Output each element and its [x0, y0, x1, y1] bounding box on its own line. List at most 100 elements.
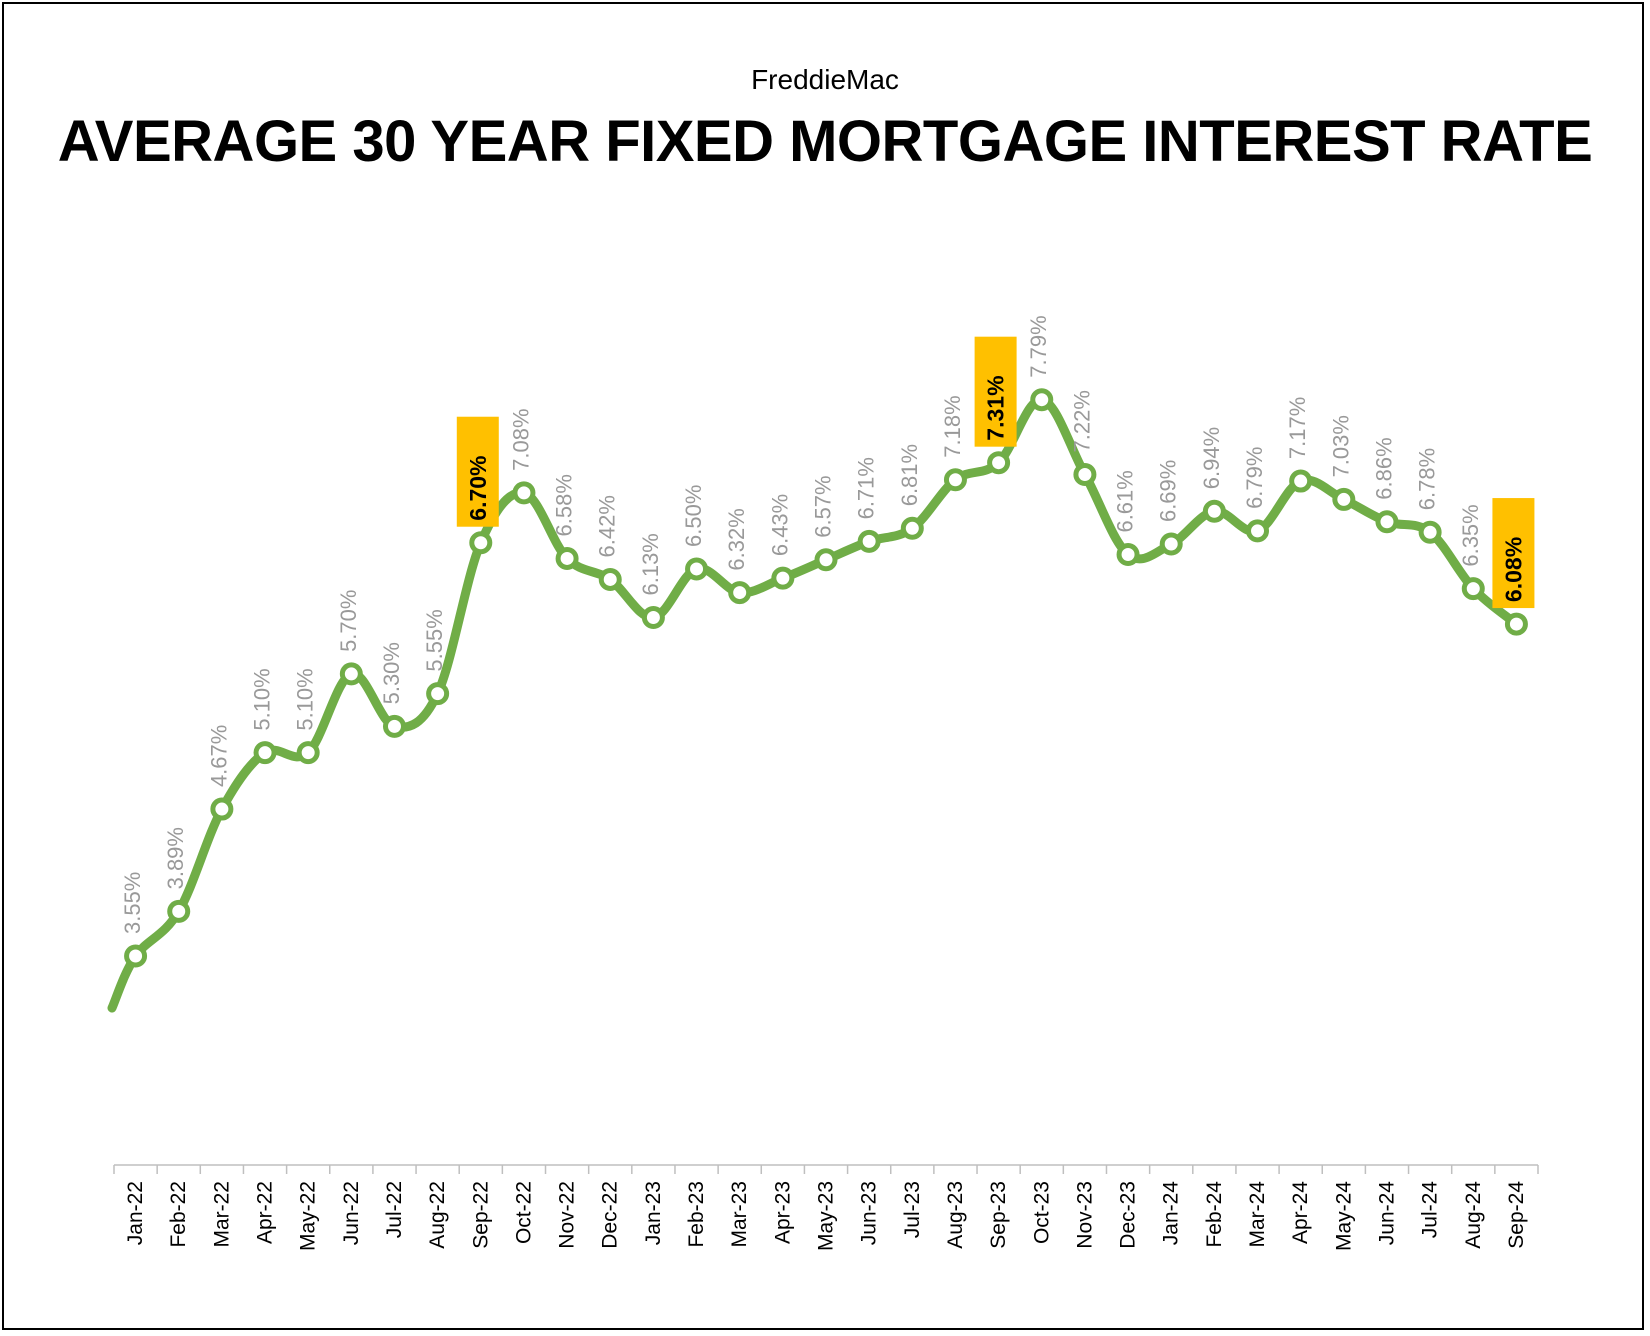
- data-point: [1461, 577, 1485, 601]
- data-point: [1246, 519, 1270, 543]
- data-label: 6.61%: [1113, 470, 1138, 532]
- x-tick-label: Mar-24: [1246, 1181, 1269, 1248]
- x-tick-label: Jul-22: [383, 1181, 406, 1238]
- data-label: 6.78%: [1415, 448, 1440, 510]
- x-tick-label: Jun-24: [1375, 1181, 1398, 1246]
- x-tick-label: Jul-24: [1419, 1181, 1442, 1239]
- data-point: [598, 567, 622, 591]
- data-label: 5.70%: [336, 590, 361, 652]
- data-point: [253, 741, 277, 765]
- x-tick-label: Sep-24: [1505, 1181, 1528, 1249]
- data-label: 7.17%: [1285, 397, 1310, 459]
- data-label: 3.55%: [120, 872, 145, 934]
- data-point: [1332, 487, 1356, 511]
- data-point: [124, 944, 148, 968]
- x-tick-label: Nov-23: [1073, 1181, 1096, 1249]
- data-point: [1289, 469, 1313, 493]
- x-tick-label: Aug-22: [426, 1181, 449, 1249]
- data-label: 7.03%: [1328, 415, 1353, 477]
- data-point: [1159, 532, 1183, 556]
- x-tick-label: Dec-23: [1117, 1181, 1140, 1249]
- x-tick-label: Oct-22: [512, 1181, 535, 1244]
- data-point: [296, 741, 320, 765]
- x-tick-label: Jan-23: [642, 1181, 665, 1245]
- x-tick-label: May-22: [297, 1181, 320, 1251]
- data-label: 6.43%: [767, 494, 792, 556]
- data-label: 6.94%: [1199, 427, 1224, 489]
- data-point: [1504, 612, 1528, 636]
- data-point: [1375, 510, 1399, 534]
- data-point: [900, 516, 924, 540]
- data-point: [1030, 388, 1054, 412]
- x-tick-label: Jan-22: [124, 1181, 147, 1245]
- data-point: [1202, 499, 1226, 523]
- x-tick-label: May-23: [815, 1181, 838, 1251]
- x-tick-label: Sep-23: [987, 1181, 1010, 1249]
- data-label: 6.81%: [897, 444, 922, 506]
- data-label: 7.31%: [983, 375, 1009, 440]
- data-label: 5.30%: [379, 642, 404, 704]
- data-label: 6.08%: [1500, 537, 1526, 602]
- x-tick-label: Mar-22: [210, 1181, 233, 1248]
- data-point: [987, 451, 1011, 475]
- x-tick-label: Apr-24: [1289, 1181, 1312, 1244]
- data-point: [469, 531, 493, 555]
- data-point: [382, 714, 406, 738]
- data-point: [210, 797, 234, 821]
- data-label-highlight: [456, 416, 499, 527]
- data-point: [1116, 543, 1140, 567]
- x-tick-label: Apr-22: [254, 1181, 277, 1244]
- x-tick-label: Nov-22: [556, 1181, 579, 1249]
- data-point: [771, 566, 795, 590]
- data-point: [857, 529, 881, 553]
- x-tick-label: Jul-23: [901, 1181, 924, 1238]
- data-label: 6.69%: [1156, 460, 1181, 522]
- data-point: [1418, 520, 1442, 544]
- data-label: 6.50%: [681, 485, 706, 547]
- chart-title: AVERAGE 30 YEAR FIXED MORTGAGE INTEREST …: [57, 109, 1593, 174]
- data-point: [943, 468, 967, 492]
- data-point: [426, 682, 450, 706]
- data-point: [555, 546, 579, 570]
- data-label: 6.58%: [552, 474, 577, 536]
- x-tick-label: Aug-24: [1462, 1181, 1485, 1249]
- data-label: 6.70%: [465, 456, 491, 521]
- x-tick-label: Jun-22: [340, 1181, 363, 1245]
- data-label: 3.89%: [163, 827, 188, 889]
- data-label: 7.22%: [1069, 390, 1094, 452]
- data-label-highlight: [974, 336, 1017, 447]
- x-tick-label: Jan-24: [1160, 1181, 1183, 1246]
- data-label: 5.10%: [250, 668, 275, 730]
- x-tick-label: Aug-23: [944, 1181, 967, 1249]
- data-point: [641, 606, 665, 630]
- data-label: 6.42%: [595, 495, 620, 557]
- data-point: [1073, 462, 1097, 486]
- data-point: [814, 548, 838, 572]
- x-tick-label: Oct-23: [1030, 1181, 1053, 1244]
- x-tick-label: Sep-22: [469, 1181, 492, 1249]
- data-point: [339, 662, 363, 686]
- data-label: 6.79%: [1242, 447, 1267, 509]
- data-point: [167, 899, 191, 923]
- x-tick-label: Mar-23: [728, 1181, 751, 1248]
- data-label: 5.55%: [422, 609, 447, 671]
- x-tick-label: Jun-23: [858, 1181, 881, 1245]
- data-point: [728, 581, 752, 605]
- data-label-highlight: [1492, 498, 1535, 609]
- x-tick-label: Feb-22: [167, 1181, 190, 1248]
- chart-subtitle: FreddieMac: [751, 64, 899, 95]
- x-tick-label: Feb-23: [685, 1181, 708, 1248]
- data-label: 7.79%: [1026, 315, 1051, 377]
- data-label: 6.35%: [1458, 504, 1483, 566]
- x-tick-label: Apr-23: [771, 1181, 794, 1244]
- data-label: 6.57%: [811, 475, 836, 537]
- data-label: 5.10%: [293, 668, 318, 730]
- data-label: 7.18%: [940, 395, 965, 457]
- data-label: 4.67%: [206, 725, 231, 787]
- data-label: 6.86%: [1371, 437, 1396, 499]
- x-tick-label: Feb-24: [1203, 1181, 1226, 1248]
- x-tick-label: May-24: [1332, 1181, 1355, 1251]
- x-tick-label: Dec-22: [599, 1181, 622, 1249]
